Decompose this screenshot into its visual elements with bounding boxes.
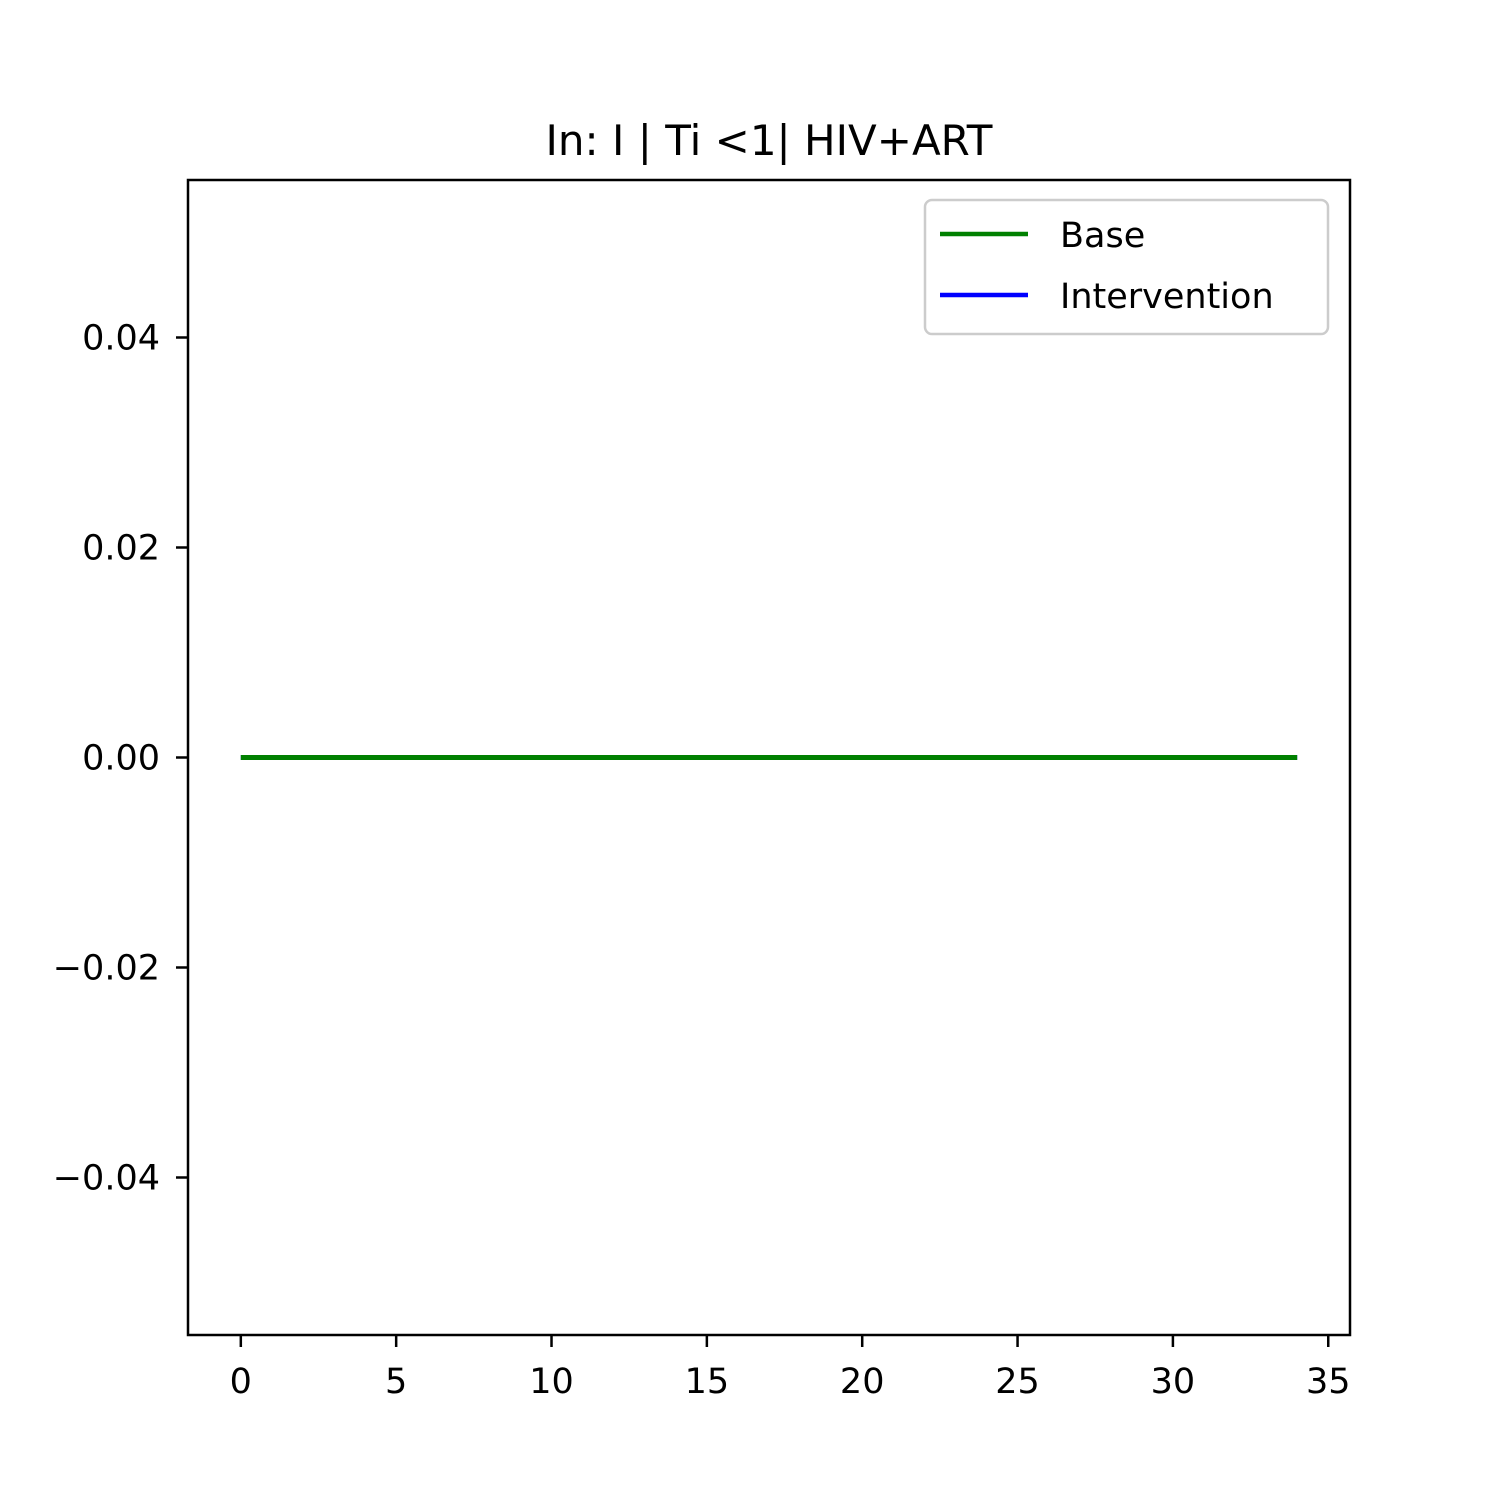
x-tick-label: 0 xyxy=(230,1362,252,1402)
y-tick-label: 0.02 xyxy=(82,529,160,569)
x-axis: 0 5 10 15 20 25 30 35 xyxy=(230,1335,1351,1402)
x-tick-label: 30 xyxy=(1151,1362,1196,1402)
x-tick-label: 5 xyxy=(385,1362,407,1402)
legend-label-base: Base xyxy=(1060,216,1145,256)
legend: Base Intervention xyxy=(923,198,1330,336)
x-tick-label: 25 xyxy=(995,1362,1040,1402)
x-tick-label: 35 xyxy=(1306,1362,1351,1402)
y-tick-label: 0.00 xyxy=(82,739,160,779)
x-tick-label: 10 xyxy=(529,1362,574,1402)
x-tick-label: 15 xyxy=(685,1362,730,1402)
legend-label-intervention: Intervention xyxy=(1060,277,1274,317)
y-tick-label: −0.02 xyxy=(53,949,160,989)
x-tick-label: 20 xyxy=(840,1362,885,1402)
y-tick-label: 0.04 xyxy=(82,319,160,359)
y-tick-label: −0.04 xyxy=(53,1159,160,1199)
y-axis: 0.04 0.02 0.00 −0.02 −0.04 xyxy=(53,319,188,1199)
chart-title: In: I | Ti <1| HIV+ART xyxy=(546,116,993,165)
